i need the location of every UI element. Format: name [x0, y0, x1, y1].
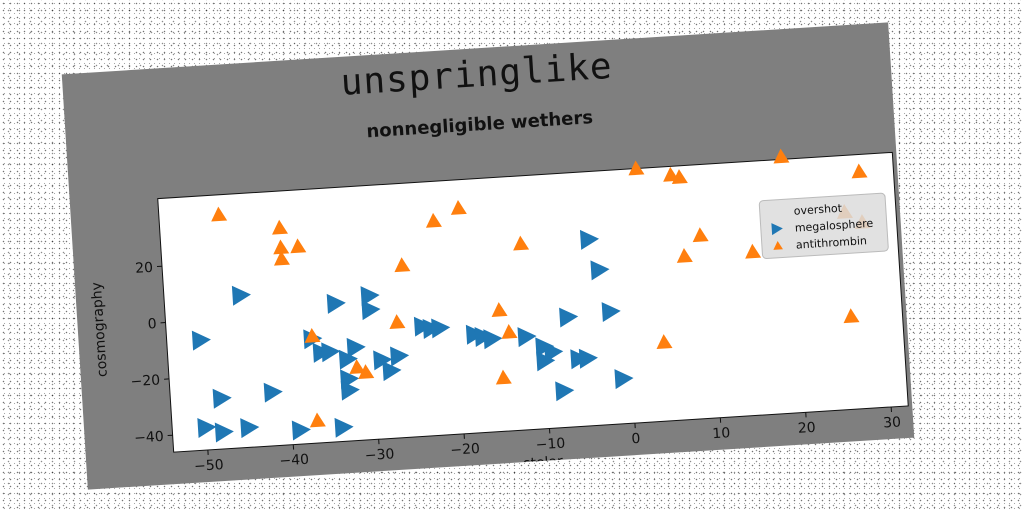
point-megalosphere [555, 381, 575, 402]
point-antithrombin [851, 163, 868, 179]
point-megalosphere [373, 350, 393, 371]
point-antithrombin [290, 238, 307, 254]
point-megalosphere [263, 382, 283, 403]
point-megalosphere [326, 293, 346, 314]
point-antithrombin [394, 257, 411, 273]
point-megalosphere [231, 285, 251, 306]
point-megalosphere [191, 330, 211, 351]
x-tick-label: −50 [194, 457, 224, 475]
point-antithrombin [628, 160, 645, 176]
point-antithrombin [304, 327, 321, 343]
x-tick-label: 10 [712, 425, 731, 442]
point-megalosphere [590, 260, 610, 281]
point-antithrombin [273, 239, 290, 255]
x-tick-label: 20 [797, 420, 816, 437]
point-antithrombin [692, 227, 709, 243]
point-antithrombin [425, 212, 442, 228]
point-antithrombin [273, 250, 290, 266]
point-megalosphere [382, 361, 402, 382]
point-megalosphere [578, 348, 598, 369]
legend-box [758, 192, 889, 260]
point-megalosphere [338, 349, 358, 370]
point-antithrombin [358, 364, 375, 380]
x-tick-label: −20 [450, 441, 480, 459]
point-megalosphere [212, 388, 232, 409]
point-antithrombin [309, 412, 326, 428]
point-megalosphere [360, 286, 380, 307]
legend-label-overshot: overshot [793, 202, 843, 218]
point-antithrombin [656, 334, 673, 349]
point-antithrombin [349, 359, 366, 374]
point-antithrombin [450, 199, 467, 215]
y-axis-label: cosmography [89, 282, 111, 378]
y-tick-label: 0 [147, 316, 157, 333]
point-megalosphere [321, 342, 341, 363]
point-megalosphere [390, 346, 410, 367]
point-antithrombin [491, 302, 508, 317]
point-antithrombin [272, 219, 289, 235]
x-tick-label: −40 [279, 452, 309, 470]
point-megalosphere [431, 318, 451, 339]
point-megalosphere [579, 229, 600, 250]
point-megalosphere [214, 422, 234, 443]
y-tick-label: −20 [130, 372, 160, 390]
plot-area [157, 151, 909, 453]
x-axis-label: stelar [523, 454, 564, 472]
point-megalosphere [240, 418, 260, 439]
point-antithrombin [513, 235, 530, 251]
point-megalosphere [291, 420, 311, 441]
point-megalosphere [197, 417, 217, 438]
point-antithrombin [745, 243, 762, 259]
x-tick-label: −30 [364, 446, 394, 464]
point-megalosphere [559, 307, 579, 328]
data-marks [191, 148, 871, 443]
point-megalosphere [483, 329, 503, 350]
legend-marker-megalosphere [771, 223, 783, 236]
point-antithrombin [389, 314, 406, 330]
x-ticks: −50 −40 −30 −20 −10 0 10 20 30 [194, 406, 902, 475]
y-tick-label: −40 [134, 429, 164, 447]
legend-label-antithrombin: antithrombin [796, 234, 868, 251]
point-megalosphere [334, 417, 354, 438]
y-ticks: −40 −20 0 20 [130, 260, 173, 447]
x-tick-label: 0 [631, 431, 641, 448]
legend-label-megalosphere: megalosphere [794, 217, 873, 235]
point-megalosphere [361, 300, 381, 321]
point-megalosphere [346, 337, 366, 358]
point-antithrombin [501, 324, 518, 339]
point-antithrombin [211, 206, 228, 222]
point-antithrombin [495, 369, 512, 385]
point-megalosphere [614, 369, 634, 390]
point-megalosphere [517, 327, 537, 348]
point-antithrombin [676, 247, 693, 263]
point-megalosphere [601, 302, 621, 323]
legend-marker-antithrombin [773, 240, 783, 250]
chart-figure: unspringlike nonnegligible wethers −50 −4… [61, 22, 915, 490]
point-megalosphere [544, 342, 564, 363]
point-antithrombin [773, 148, 790, 164]
y-tick-label: 20 [135, 260, 154, 277]
point-megalosphere [340, 380, 360, 401]
point-antithrombin [843, 308, 860, 324]
x-tick-label: −10 [535, 436, 565, 454]
point-antithrombin [671, 169, 688, 185]
x-tick-label: 30 [883, 414, 902, 431]
